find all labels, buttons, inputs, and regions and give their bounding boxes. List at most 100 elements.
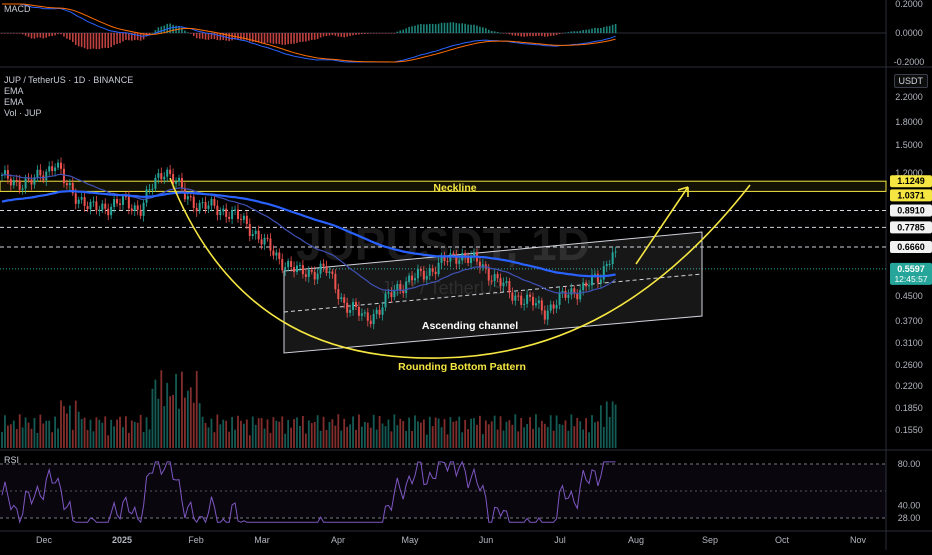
candle-body (493, 274, 496, 282)
macd-bar (51, 33, 53, 37)
macd-bar (281, 33, 284, 45)
candle-body (142, 202, 145, 216)
macd-bar (502, 33, 505, 34)
candle-body (9, 178, 12, 186)
candle-body (304, 274, 307, 277)
macd-bar (190, 33, 192, 34)
macd-bar (275, 33, 278, 44)
volume-bar (269, 432, 272, 448)
volume-bar (399, 418, 402, 448)
symbol-title[interactable]: JUP / TetherUS · 1D · BINANCE (4, 75, 134, 85)
candle-body (24, 178, 27, 189)
volume-bar (597, 421, 599, 448)
macd-bar (154, 30, 157, 33)
candle-body (343, 297, 346, 303)
ema-label-1[interactable]: EMA (4, 86, 24, 96)
macd-bar (163, 25, 166, 33)
macd-signal-line (2, 3, 616, 63)
volume-bar (579, 421, 582, 448)
macd-bar (269, 33, 272, 44)
candle-body (269, 238, 272, 251)
volume-bar (51, 432, 54, 448)
candle-body (425, 275, 428, 280)
macd-bar (496, 31, 499, 33)
volume-bar (89, 419, 92, 448)
rsi-tick-label: 28.00 (898, 513, 921, 523)
candle-body (443, 255, 446, 262)
volume-bar (18, 414, 21, 448)
macd-bar (493, 31, 496, 33)
volume-bar (304, 433, 307, 448)
macd-bar (148, 33, 151, 35)
candle-body (113, 199, 116, 207)
macd-bar (319, 33, 322, 38)
candle-body (36, 169, 39, 178)
macd-bar (367, 33, 369, 34)
macd-bar (322, 33, 325, 37)
candle-body (599, 279, 602, 283)
candle-body (440, 255, 443, 263)
candle-body (275, 252, 278, 256)
candle-body (272, 250, 275, 256)
watermark-main: JUPUSDT, 1D (296, 218, 590, 270)
macd-bar (614, 23, 617, 33)
rsi-band (0, 464, 886, 518)
candle-body (452, 253, 455, 255)
volume-bar (201, 416, 204, 448)
candle-body (337, 289, 340, 300)
macd-bar (48, 33, 50, 37)
volume-bar (83, 417, 86, 448)
candle-body (316, 273, 319, 280)
candle-body (355, 302, 357, 307)
volume-bar (77, 411, 80, 448)
volume-bar (594, 422, 596, 448)
candle-body (80, 197, 83, 200)
volume-bar (98, 419, 101, 448)
macd-bar (284, 33, 286, 45)
volume-bar (27, 422, 30, 448)
macd-bar (160, 26, 163, 33)
candle-body (523, 303, 526, 305)
volume-bar (272, 417, 275, 448)
volume-bar (104, 416, 107, 448)
volume-bar (381, 423, 384, 448)
macd-bar (555, 33, 558, 36)
candle-body (532, 296, 534, 306)
level-badge: 1.1249 (897, 176, 925, 186)
volume-bar (293, 419, 295, 448)
macd-bar (290, 33, 292, 44)
level-badge-bg (890, 175, 932, 188)
macd-bar (600, 27, 602, 33)
macd-bar (470, 24, 472, 33)
volume-bar (245, 419, 248, 448)
candle-body (154, 177, 157, 189)
price-tick-label: 1.8000 (895, 117, 923, 127)
volume-bar (133, 421, 136, 448)
currency-badge[interactable]: USDT (893, 74, 928, 88)
macd-bar (476, 25, 478, 33)
macd-bar (505, 33, 508, 34)
candle-body (175, 181, 178, 184)
volume-label[interactable]: Vol · JUP (4, 108, 42, 118)
candle-body (499, 278, 502, 287)
volume-bar (1, 432, 3, 448)
rounding-bottom-label: Rounding Bottom Pattern (398, 361, 526, 373)
volume-bar (186, 390, 189, 448)
macd-bar (408, 26, 410, 33)
volume-bar (222, 419, 225, 448)
ema-label-2[interactable]: EMA (4, 97, 24, 107)
candle-body (86, 205, 89, 209)
volume-bar (378, 416, 381, 448)
volume-bar (313, 421, 316, 448)
macd-bar (131, 33, 133, 41)
volume-bar (352, 416, 354, 448)
volume-bar (192, 402, 195, 448)
candle-body (180, 177, 183, 188)
volume-bar (48, 420, 51, 448)
macd-bar (204, 33, 207, 40)
volume-bar (564, 420, 567, 448)
candle-body (74, 193, 77, 204)
candle-body (301, 265, 304, 275)
